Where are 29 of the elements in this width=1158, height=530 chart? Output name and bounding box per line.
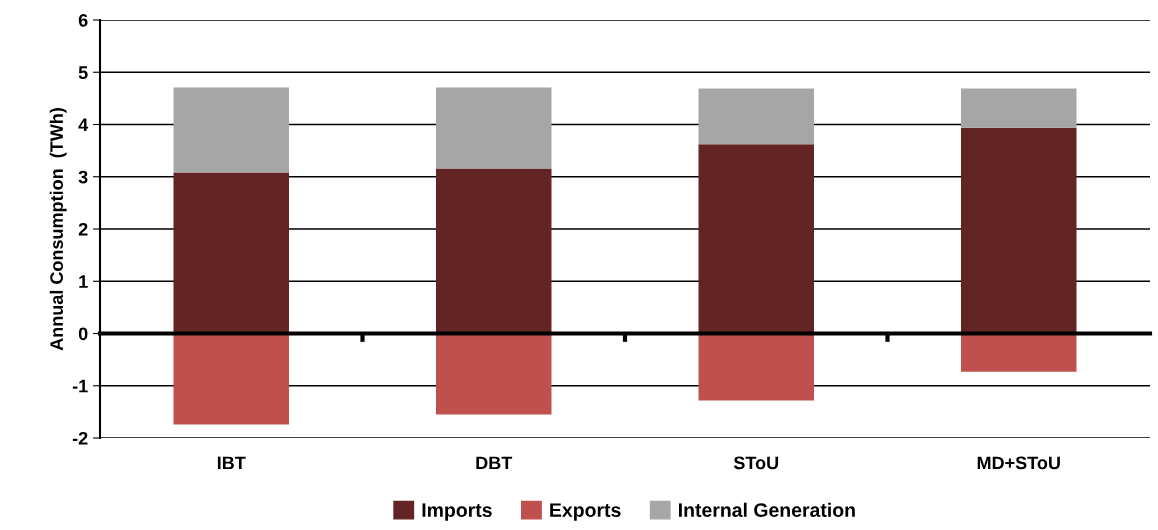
bar: [173, 333, 289, 425]
bar: [173, 87, 289, 173]
bar: [698, 333, 814, 401]
y-axis-title: Annual Consumption (TWh): [49, 108, 67, 351]
x-tick-label: DBT: [476, 456, 513, 470]
bar: [436, 168, 552, 334]
legend-label: Imports: [422, 503, 492, 521]
legend-label: Internal Generation: [679, 502, 855, 517]
bar: [436, 87, 552, 169]
y-tick-label: 1: [79, 275, 88, 288]
y-tick-label: 6: [78, 13, 88, 27]
y-tick-label: 2: [78, 222, 88, 236]
bar: [173, 172, 289, 334]
y-tick-label: -2: [72, 431, 88, 445]
bar: [961, 88, 1077, 128]
y-tick-label: 4: [78, 118, 89, 132]
y-tick-label: 5: [78, 66, 88, 79]
bar: [436, 333, 552, 415]
legend-label: Exports: [550, 503, 621, 521]
bar: [698, 144, 814, 334]
x-tick-label: SToU: [733, 456, 779, 470]
y-tick-label: 3: [78, 170, 88, 184]
bar: [961, 333, 1077, 372]
bar: [698, 88, 814, 145]
bar: [961, 127, 1077, 334]
y-tick-label: 0: [78, 327, 88, 341]
y-tick-label: -1: [72, 379, 88, 393]
x-tick-label: MD+SToU: [977, 456, 1060, 470]
x-tick-label: IBT: [217, 456, 246, 470]
